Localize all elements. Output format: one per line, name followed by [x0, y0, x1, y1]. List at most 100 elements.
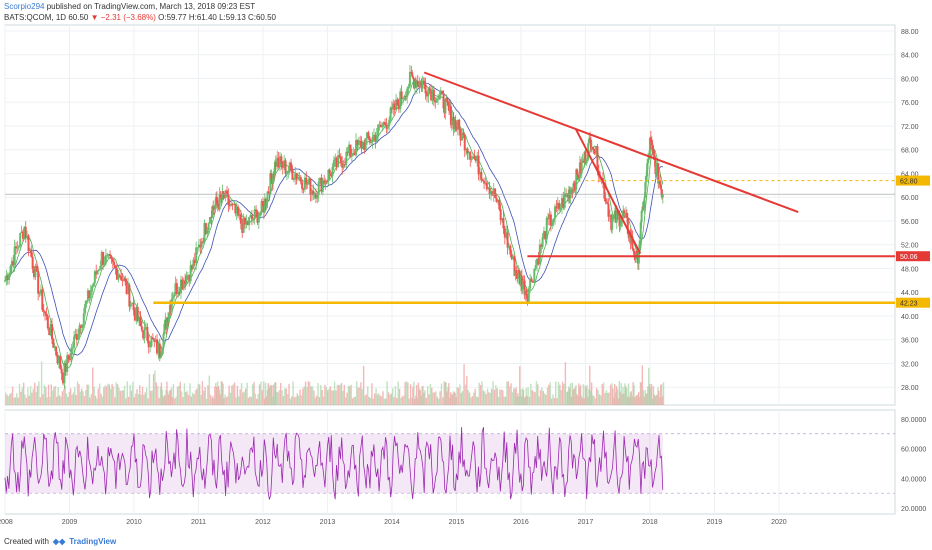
candle-body [163, 324, 166, 334]
volume-bar [192, 392, 194, 405]
candle-body [534, 265, 537, 269]
candle-body [34, 266, 37, 277]
candle-body [179, 279, 182, 294]
tradingview-brand[interactable]: TradingView [69, 537, 117, 546]
candle-body [118, 275, 121, 277]
volume-bar [250, 397, 252, 405]
candle-body [526, 294, 529, 302]
candle-body [306, 183, 309, 185]
volume-bar [652, 386, 655, 405]
volume-bar [328, 388, 330, 405]
volume-bar [302, 388, 304, 405]
time-axis: 2008 2009 2010 2011 2012 2013 2014 2015 2016 2017… [0, 519, 787, 526]
volume-bar [300, 395, 303, 405]
volume-bar [277, 392, 279, 405]
volume-bar [619, 391, 621, 405]
candle-body [63, 362, 66, 384]
candle-body [253, 209, 256, 220]
volume-bar [310, 386, 312, 405]
volume-bar [200, 394, 202, 405]
candle-body [196, 247, 199, 249]
volume-bar [488, 392, 490, 405]
candle-body [515, 270, 518, 274]
candle-body [103, 263, 106, 265]
candle-body [538, 244, 541, 265]
y-tick-label: 68.00 [901, 148, 919, 155]
candle-body [321, 180, 324, 192]
volume-bar [625, 388, 628, 405]
candle-body [540, 244, 543, 247]
candle-body [298, 177, 301, 179]
candle-body [273, 161, 276, 175]
volume-bar [422, 385, 424, 405]
x-tick-label: 2008 [0, 519, 13, 526]
volume-bar [263, 398, 266, 405]
author-link[interactable]: Scorpio294 [4, 2, 45, 11]
y-tick-label: 84.00 [901, 53, 919, 60]
candle-body [580, 161, 583, 174]
candle-body [481, 179, 484, 182]
volume-bar [394, 386, 397, 405]
candle-body [88, 290, 91, 299]
candle-body [402, 98, 405, 100]
volume-bar [448, 383, 450, 405]
volume-bar [591, 394, 594, 405]
candle-body [120, 275, 123, 280]
candle-body [647, 159, 650, 164]
candle-body [573, 183, 576, 187]
volume-bar [485, 394, 487, 405]
header-line-2: BATS:QCOM, 1D 60.50 ▼ −2.31 (−3.68%) O:5… [4, 13, 276, 23]
volume-bar [495, 385, 497, 405]
candle-body [178, 291, 181, 294]
volume-bar [92, 367, 94, 405]
volume-bar [207, 385, 209, 405]
rsi-line [4, 427, 664, 500]
rsi-tick-label: 80.0000 [901, 417, 926, 424]
volume-bar [233, 382, 236, 405]
volume-bar [552, 394, 554, 405]
candle-body [331, 166, 334, 177]
price-axis: 28.00 32.00 36.00 40.00 44.00 48.00 52.00 56.00… [896, 29, 930, 392]
volume-bar [513, 388, 515, 405]
rsi-tick-label: 20.0000 [901, 506, 926, 513]
candle-body [641, 206, 644, 211]
volume-bar [235, 397, 237, 405]
candle-body [487, 187, 490, 190]
candle-body [117, 275, 120, 280]
candle-body [560, 198, 563, 208]
candle-body [533, 268, 536, 283]
candle-body [38, 293, 41, 295]
volume-bar [560, 390, 562, 405]
candle-body [323, 180, 326, 184]
volume-bar [209, 394, 212, 405]
candle-body [501, 218, 504, 221]
candle-body [270, 173, 273, 179]
volume-bar [455, 396, 457, 405]
volume-bar [10, 392, 12, 405]
candle-body [585, 160, 588, 164]
candle-body [372, 134, 375, 137]
last-price: 60.50 [68, 13, 89, 22]
volume-bar [637, 392, 640, 405]
volume-bar [360, 382, 362, 405]
volume-bar [68, 391, 70, 405]
volume-bar [53, 386, 55, 405]
x-tick-label: 2015 [449, 519, 465, 526]
candle-body [281, 163, 284, 168]
candle-body [6, 275, 9, 280]
volume-bar [397, 381, 399, 405]
y-tick-label: 56.00 [901, 219, 919, 226]
candle-body [411, 72, 414, 77]
volume-bar [178, 385, 180, 405]
candle-body [199, 244, 202, 248]
volume-bar [634, 397, 636, 405]
y-tick-label: 60.00 [901, 195, 919, 202]
volume-bar [107, 383, 109, 405]
volume-bar [471, 396, 474, 405]
volume-bar [215, 383, 217, 405]
volume-bar [265, 396, 268, 405]
volume-bar [598, 394, 601, 405]
volume-bar [502, 390, 504, 405]
candle-body [343, 164, 346, 166]
